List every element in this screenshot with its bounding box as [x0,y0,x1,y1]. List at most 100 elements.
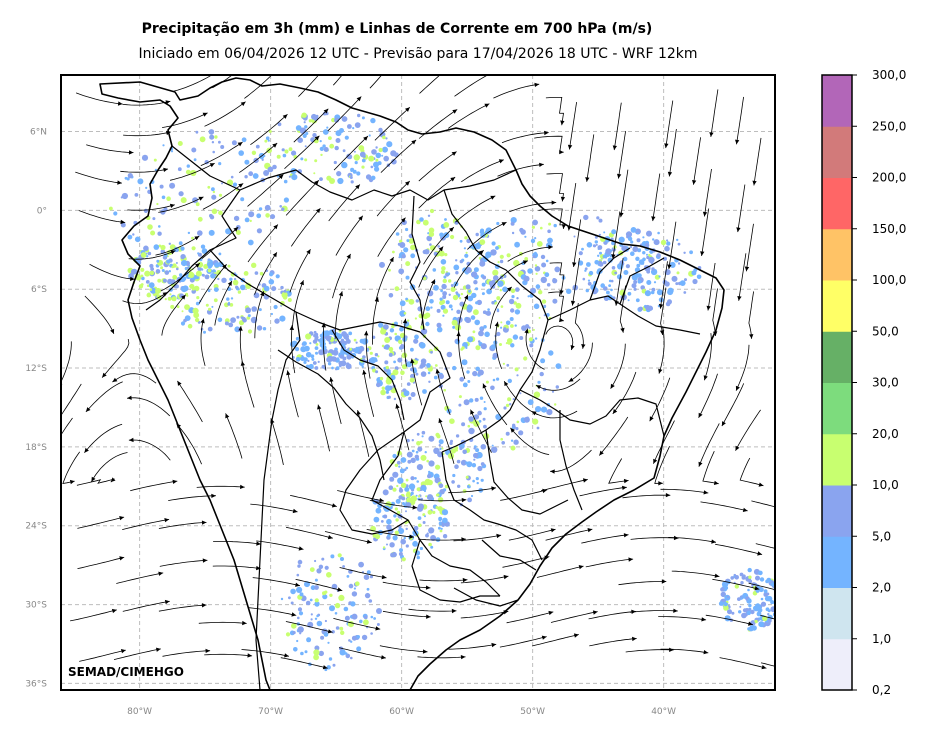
precip-cell [524,257,529,261]
precip-cell [390,552,395,558]
lat-tick-label: 30°S [25,601,47,611]
colorbar-tick-label: 5,0 [872,529,891,543]
streamline [411,358,423,406]
precip-cell [208,229,215,236]
streamline [568,342,593,383]
streamline-arrowhead [628,557,634,562]
precip-cell [346,153,352,159]
streamline [122,519,170,530]
streamline [615,258,624,306]
precip-cell [411,439,414,442]
precip-cell [511,295,515,299]
streamline-arrowhead [291,612,297,617]
precip-cell [177,141,183,146]
precip-cell [361,116,365,120]
precip-cell [200,244,206,249]
precip-cell [405,527,408,531]
precip-cell [511,231,515,235]
precip-cell [318,650,324,657]
precip-cell [623,270,629,275]
precip-cell [510,221,515,226]
streamline [418,176,456,209]
precip-cell [483,407,487,411]
precip-cell [507,397,512,402]
precip-cell [140,267,145,272]
precip-cell [656,289,663,296]
streamline-arrowhead [47,454,51,459]
precip-cell [401,557,406,562]
streamline [649,377,671,422]
precip-cell [354,122,361,128]
precip-cell [451,480,455,484]
streamline-arrowhead [711,539,716,544]
precip-cell [383,155,390,162]
precip-cell [399,468,405,474]
precip-cell [414,334,419,340]
streamline-arrowhead [438,246,444,252]
precip-cell [523,356,528,361]
precip-cell [397,527,405,535]
precip-cell [443,388,447,392]
streamline-arrowhead [651,216,656,222]
lat-tick-label: 12°S [25,364,47,374]
precip-cell [442,291,447,296]
streamline-arrowhead [238,183,244,188]
precip-cell [371,149,377,155]
precip-cell [233,215,240,222]
precip-cell [551,390,555,393]
precip-cell [175,262,178,264]
precip-cell [168,270,171,273]
streamline [489,286,512,329]
precip-cell [547,229,551,234]
streamline [158,604,207,612]
streamline-arrowhead [425,585,431,590]
precip-cell [353,154,360,161]
precip-cell [474,397,479,402]
precip-cell [583,214,589,221]
precip-cell [475,232,479,237]
streamline [365,330,371,379]
precip-cell [353,150,356,153]
precip-cell [635,298,640,303]
precip-cell [471,271,478,278]
precip-cell [214,135,218,139]
precip-cell [425,306,431,312]
precip-cell [759,577,765,582]
precip-cell [361,365,364,368]
precip-cell [160,244,166,251]
precip-cell [369,351,373,355]
precip-cell [468,427,475,435]
precip-cell [299,127,307,134]
map-panel: 80°W 70°W 60°W 50°W 40°W 6°N0°6°S12°S18°S24°… [25,74,776,717]
precip-cell [196,296,200,300]
precip-cell [675,282,679,286]
precip-cell [426,235,433,242]
precip-cell [435,464,441,470]
precip-cell [233,278,237,281]
precip-cell [199,136,206,143]
precip-cell [375,359,378,362]
precip-cell [184,304,190,310]
precip-cell [475,448,480,453]
precip-cell [428,435,435,442]
precip-cell [460,459,467,466]
precip-cell [314,598,319,603]
precip-cell [341,161,348,169]
precip-cell [212,150,215,154]
precip-cell [410,253,416,259]
precip-cell [386,543,388,546]
precip-cell [376,623,380,626]
streamline-arrowhead [484,103,490,108]
streamline [333,75,343,86]
precip-cell [585,288,589,293]
streamline [702,451,719,485]
precip-cell [313,172,316,175]
streamline [250,503,298,513]
precip-cell [440,527,443,530]
precip-cell [419,217,424,222]
streamline [61,383,82,417]
precip-cell [264,139,268,143]
streamline-arrowhead [653,458,658,464]
precip-cell [153,244,160,250]
streamline [589,638,637,647]
